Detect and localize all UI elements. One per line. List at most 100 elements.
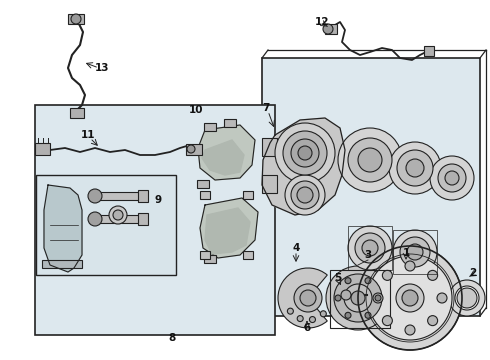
Bar (35, 143, 50, 155)
Circle shape (355, 233, 385, 263)
Circle shape (365, 312, 371, 318)
Text: 5: 5 (334, 273, 342, 283)
Circle shape (358, 148, 382, 172)
Bar (224, 119, 236, 127)
Circle shape (430, 156, 474, 200)
Circle shape (283, 131, 327, 175)
Circle shape (445, 171, 459, 185)
Circle shape (373, 293, 383, 303)
Circle shape (348, 138, 392, 182)
Circle shape (326, 266, 390, 330)
Circle shape (320, 311, 326, 317)
Polygon shape (198, 125, 255, 180)
Circle shape (88, 212, 102, 226)
Text: 13: 13 (95, 63, 109, 73)
Circle shape (109, 206, 127, 224)
Circle shape (113, 210, 123, 220)
Circle shape (345, 312, 351, 318)
Circle shape (437, 293, 447, 303)
Circle shape (457, 288, 477, 308)
Circle shape (297, 316, 303, 321)
Bar (42, 260, 82, 268)
Circle shape (382, 316, 392, 326)
Circle shape (397, 150, 433, 186)
Bar (262, 58, 480, 316)
Text: 4: 4 (293, 243, 300, 253)
Circle shape (449, 280, 485, 316)
Text: 2: 2 (469, 268, 477, 278)
Bar (262, 175, 277, 193)
Circle shape (341, 290, 351, 300)
Bar (70, 108, 84, 118)
Circle shape (406, 159, 424, 177)
Text: 1: 1 (402, 248, 410, 258)
Circle shape (287, 308, 294, 314)
Circle shape (300, 290, 316, 306)
Circle shape (297, 187, 313, 203)
Bar (36, 175, 176, 275)
Bar (90, 215, 145, 223)
Circle shape (344, 284, 372, 312)
Circle shape (402, 290, 418, 306)
Circle shape (389, 142, 441, 194)
Bar (204, 123, 216, 131)
Circle shape (428, 270, 438, 280)
Circle shape (285, 175, 325, 215)
Circle shape (291, 181, 319, 209)
Bar (243, 191, 253, 199)
Circle shape (455, 286, 479, 310)
Bar (138, 213, 148, 225)
Circle shape (382, 270, 392, 280)
Circle shape (348, 226, 392, 270)
Text: 7: 7 (262, 103, 270, 113)
Text: 11: 11 (81, 130, 95, 140)
Circle shape (362, 240, 378, 256)
Circle shape (428, 316, 438, 326)
Circle shape (365, 278, 371, 284)
Text: 3: 3 (365, 250, 371, 260)
Wedge shape (278, 268, 327, 328)
Circle shape (405, 325, 415, 335)
Bar (200, 251, 210, 259)
Circle shape (400, 237, 430, 267)
Bar (68, 14, 84, 24)
Polygon shape (262, 118, 345, 215)
Circle shape (358, 246, 462, 350)
Bar (424, 46, 434, 56)
Circle shape (310, 316, 316, 323)
Bar (90, 192, 145, 200)
Circle shape (275, 123, 335, 183)
Text: 8: 8 (169, 333, 175, 343)
Circle shape (338, 128, 402, 192)
Circle shape (88, 189, 102, 203)
Circle shape (393, 230, 437, 274)
Circle shape (187, 145, 195, 153)
Circle shape (298, 146, 312, 160)
Text: 9: 9 (154, 195, 162, 205)
Bar (243, 251, 253, 259)
Circle shape (405, 261, 415, 271)
Polygon shape (44, 185, 82, 272)
Circle shape (368, 256, 452, 340)
Circle shape (351, 291, 365, 305)
Circle shape (345, 278, 351, 284)
Circle shape (375, 295, 381, 301)
Polygon shape (205, 208, 250, 254)
Circle shape (323, 24, 333, 34)
Bar (35, 105, 275, 335)
Text: 10: 10 (189, 105, 203, 115)
Text: 6: 6 (303, 323, 311, 333)
Polygon shape (200, 198, 258, 258)
Polygon shape (202, 140, 244, 175)
Circle shape (334, 274, 382, 322)
Circle shape (291, 139, 319, 167)
Circle shape (335, 295, 341, 301)
Bar (262, 138, 277, 156)
Bar (348, 226, 392, 270)
Bar (138, 190, 148, 202)
Circle shape (294, 284, 322, 312)
Circle shape (71, 14, 81, 24)
Bar (393, 230, 437, 274)
Bar (204, 255, 216, 263)
Bar (330, 270, 390, 328)
